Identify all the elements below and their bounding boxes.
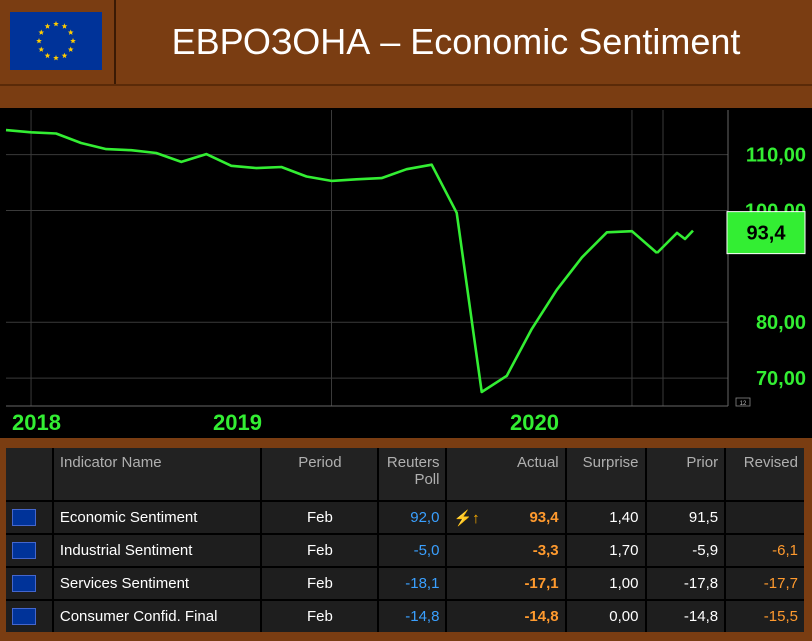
flag-star: [67, 29, 74, 35]
row-prior: -14,8: [645, 599, 727, 632]
x-tick-label: 2018: [12, 410, 61, 435]
scale-marker-box: [735, 397, 751, 407]
page-title: ЕВРОЗОНА – Economic Sentiment: [171, 21, 741, 62]
header-reuters-poll[interactable]: Reuters Poll: [378, 448, 448, 501]
row-flag-icon: [6, 566, 54, 600]
current-value-badge: [726, 211, 806, 255]
row-prior: 91,5: [645, 500, 727, 534]
row-poll: -14,8: [378, 599, 448, 632]
x-tick-label: 2019: [213, 410, 262, 435]
current-value-label: 93,4: [747, 223, 787, 245]
row-revised: -17,7: [725, 566, 804, 600]
header-prior[interactable]: Prior: [645, 448, 727, 501]
row-flag-icon: [6, 500, 54, 534]
row-flag-icon: [6, 599, 54, 632]
row-poll: -5,0: [378, 533, 448, 567]
flag-star: [53, 55, 59, 61]
flag-star: [44, 52, 51, 59]
header-indicator-name[interactable]: Indicator Name: [52, 448, 263, 501]
flag-star: [44, 23, 51, 29]
table-row[interactable]: Industrial Sentiment Feb -5,0 -3,3 1,70 …: [6, 533, 804, 567]
eu-flag-icon: [10, 12, 102, 70]
eu-flag-icon: [12, 509, 36, 527]
eu-flag-icon: [12, 542, 36, 560]
row-actual: -17,1: [446, 566, 567, 600]
flag-star: [36, 38, 42, 44]
row-actual-value: 93,4: [529, 508, 559, 526]
row-surprise: 0,00: [565, 599, 647, 632]
row-period: Feb: [261, 500, 380, 534]
row-actual: ⚡↑ 93,4: [446, 500, 567, 534]
flag-star: [67, 46, 74, 52]
alert-bolt-icon: ⚡↑: [453, 509, 480, 527]
row-surprise: 1,40: [565, 500, 647, 534]
series-tail: [656, 229, 694, 254]
indicator-table: Indicator Name Period Reuters Poll Actua…: [6, 448, 804, 632]
row-indicator-name: Economic Sentiment: [52, 500, 263, 534]
header-poll-line1: Reuters: [386, 454, 440, 471]
header: ЕВРОЗОНА – Economic Sentiment: [0, 0, 812, 86]
series-line: [5, 128, 658, 394]
row-revised: -15,5: [725, 599, 804, 632]
row-period: Feb: [261, 566, 380, 600]
eu-flag-icon: [12, 575, 36, 593]
row-revised: -6,1: [725, 533, 804, 567]
row-indicator-name: Services Sentiment: [52, 566, 263, 600]
row-poll: -18,1: [378, 566, 448, 600]
row-surprise: 1,70: [565, 533, 647, 567]
flag-star: [38, 46, 45, 52]
header-actual[interactable]: Actual: [446, 448, 567, 501]
header-flag-col: [6, 448, 54, 501]
table-row[interactable]: Economic Sentiment Feb 92,0 ⚡↑ 93,4 1,40 …: [6, 500, 804, 534]
flag-container: [0, 0, 116, 84]
header-period[interactable]: Period: [261, 448, 380, 501]
header-poll-line2: Poll: [414, 471, 440, 488]
row-poll: 92,0: [378, 500, 448, 534]
header-surprise[interactable]: Surprise: [565, 448, 647, 501]
row-indicator-name: Consumer Confid. Final: [52, 599, 263, 632]
row-period: Feb: [261, 599, 380, 632]
y-tick-label: 70,00: [756, 368, 806, 390]
flag-star: [61, 52, 68, 59]
flag-star: [70, 38, 76, 44]
row-indicator-name: Industrial Sentiment: [52, 533, 263, 567]
table-row[interactable]: Consumer Confid. Final Feb -14,8 -14,8 0…: [6, 599, 804, 632]
row-actual: -3,3: [446, 533, 567, 567]
x-tick-label: 2020: [510, 410, 559, 435]
row-prior: -5,9: [645, 533, 727, 567]
row-period: Feb: [261, 533, 380, 567]
row-surprise: 1,00: [565, 566, 647, 600]
row-actual: -14,8: [446, 599, 567, 632]
table-row[interactable]: Services Sentiment Feb -18,1 -17,1 1,00 …: [6, 566, 804, 600]
flag-star: [53, 21, 59, 27]
row-prior: -17,8: [645, 566, 727, 600]
header-revised[interactable]: Revised: [725, 448, 804, 501]
flag-star: [61, 23, 68, 29]
row-revised: [725, 500, 804, 534]
y-tick-label: 80,00: [756, 312, 806, 334]
y-tick-label: 110,00: [746, 145, 806, 167]
table-header-row: Indicator Name Period Reuters Poll Actua…: [6, 448, 804, 501]
row-flag-icon: [6, 533, 54, 567]
eu-flag-icon: [12, 608, 36, 626]
scale-marker-label: 12: [740, 401, 747, 407]
flag-star: [38, 29, 45, 35]
